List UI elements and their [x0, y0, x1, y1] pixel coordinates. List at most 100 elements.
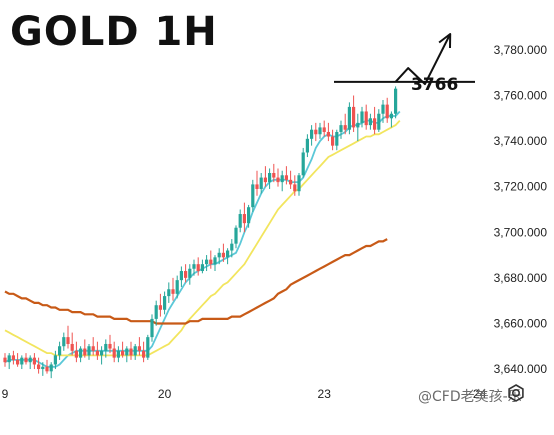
candle — [3, 353, 7, 367]
candle — [343, 113, 347, 135]
candle — [280, 170, 284, 192]
candle — [331, 129, 335, 151]
candle — [163, 291, 167, 315]
candle — [158, 293, 162, 317]
candle-body — [356, 122, 360, 128]
candle-body — [70, 343, 74, 351]
candle — [389, 111, 393, 128]
candle — [83, 339, 87, 358]
candle-body — [381, 104, 385, 114]
candle — [41, 362, 45, 376]
candle-body — [331, 136, 335, 146]
candle — [188, 264, 192, 285]
candle-body — [175, 280, 179, 294]
candle — [179, 266, 183, 287]
candle-body — [100, 350, 104, 356]
candle-body — [368, 118, 372, 126]
candle — [238, 209, 242, 233]
candle-body — [196, 264, 200, 272]
candle-body — [87, 346, 91, 356]
candle-body — [259, 177, 263, 189]
candle — [108, 334, 112, 354]
candle — [58, 341, 62, 360]
candle — [339, 120, 343, 139]
candle-body — [188, 268, 192, 278]
candle — [133, 343, 137, 360]
candle — [259, 173, 263, 194]
annotations-group — [334, 33, 475, 86]
candle-body — [79, 348, 83, 358]
candle-body — [272, 173, 276, 178]
candle — [318, 122, 322, 139]
candle-body — [209, 259, 213, 265]
candle — [20, 355, 24, 370]
candle-body — [263, 177, 267, 183]
candle-body — [66, 337, 70, 344]
level-label: 3766 — [411, 75, 459, 95]
settings-gear-icon[interactable] — [506, 383, 526, 403]
candle-body — [339, 125, 343, 132]
candle-body — [276, 177, 280, 183]
candle — [213, 255, 217, 272]
candle — [192, 259, 196, 276]
candle-body — [255, 184, 259, 189]
candle — [368, 113, 372, 130]
candle-body — [242, 214, 246, 224]
candle-body — [347, 106, 351, 130]
candle — [247, 204, 251, 228]
candle-body — [343, 125, 347, 130]
candle-body — [116, 350, 120, 358]
candle-body — [133, 346, 137, 356]
candle — [45, 359, 49, 374]
candle-body — [200, 264, 204, 272]
candle — [205, 255, 209, 272]
candle-body — [192, 264, 196, 269]
candle-body — [352, 106, 356, 128]
candle — [310, 125, 314, 146]
candle-body — [41, 366, 45, 370]
candle-body — [184, 271, 188, 278]
candle — [322, 120, 326, 137]
candle — [184, 264, 188, 283]
y-tick-label: 3,660.000 — [494, 316, 548, 330]
candle-body — [305, 138, 309, 153]
candle — [112, 341, 116, 363]
candle — [394, 86, 398, 119]
watermark: @CFD老美孩-乐 — [418, 389, 522, 405]
candle — [347, 102, 351, 135]
candle — [293, 175, 297, 196]
candle — [234, 225, 238, 249]
candle — [314, 122, 318, 142]
candle-body — [53, 355, 57, 365]
y-tick-label: 3,640.000 — [494, 362, 548, 376]
candle — [289, 170, 293, 189]
candle — [16, 353, 20, 367]
candle — [167, 282, 171, 303]
candle — [263, 166, 267, 187]
candle — [352, 95, 356, 132]
candles-group — [3, 86, 398, 379]
candle — [196, 257, 200, 276]
candle-body — [11, 355, 15, 360]
candle — [360, 106, 364, 128]
candle — [146, 334, 150, 360]
candle-body — [360, 111, 364, 123]
candle — [217, 248, 221, 265]
candle-body — [58, 346, 62, 356]
moving-average-line-3 — [4, 238, 388, 325]
candle-body — [137, 346, 141, 351]
candle — [91, 337, 95, 356]
candle-body — [32, 357, 36, 365]
candle-body — [247, 207, 251, 224]
candle — [381, 100, 385, 123]
candle-body — [373, 118, 377, 130]
x-tick-label: 20 — [158, 387, 172, 401]
x-tick-label: 23 — [318, 387, 332, 401]
candle — [142, 341, 146, 363]
candle — [356, 113, 360, 142]
candle-body — [394, 88, 398, 114]
candle-body — [49, 364, 53, 372]
candle — [272, 163, 276, 183]
candle — [121, 341, 125, 358]
candle — [255, 170, 259, 196]
